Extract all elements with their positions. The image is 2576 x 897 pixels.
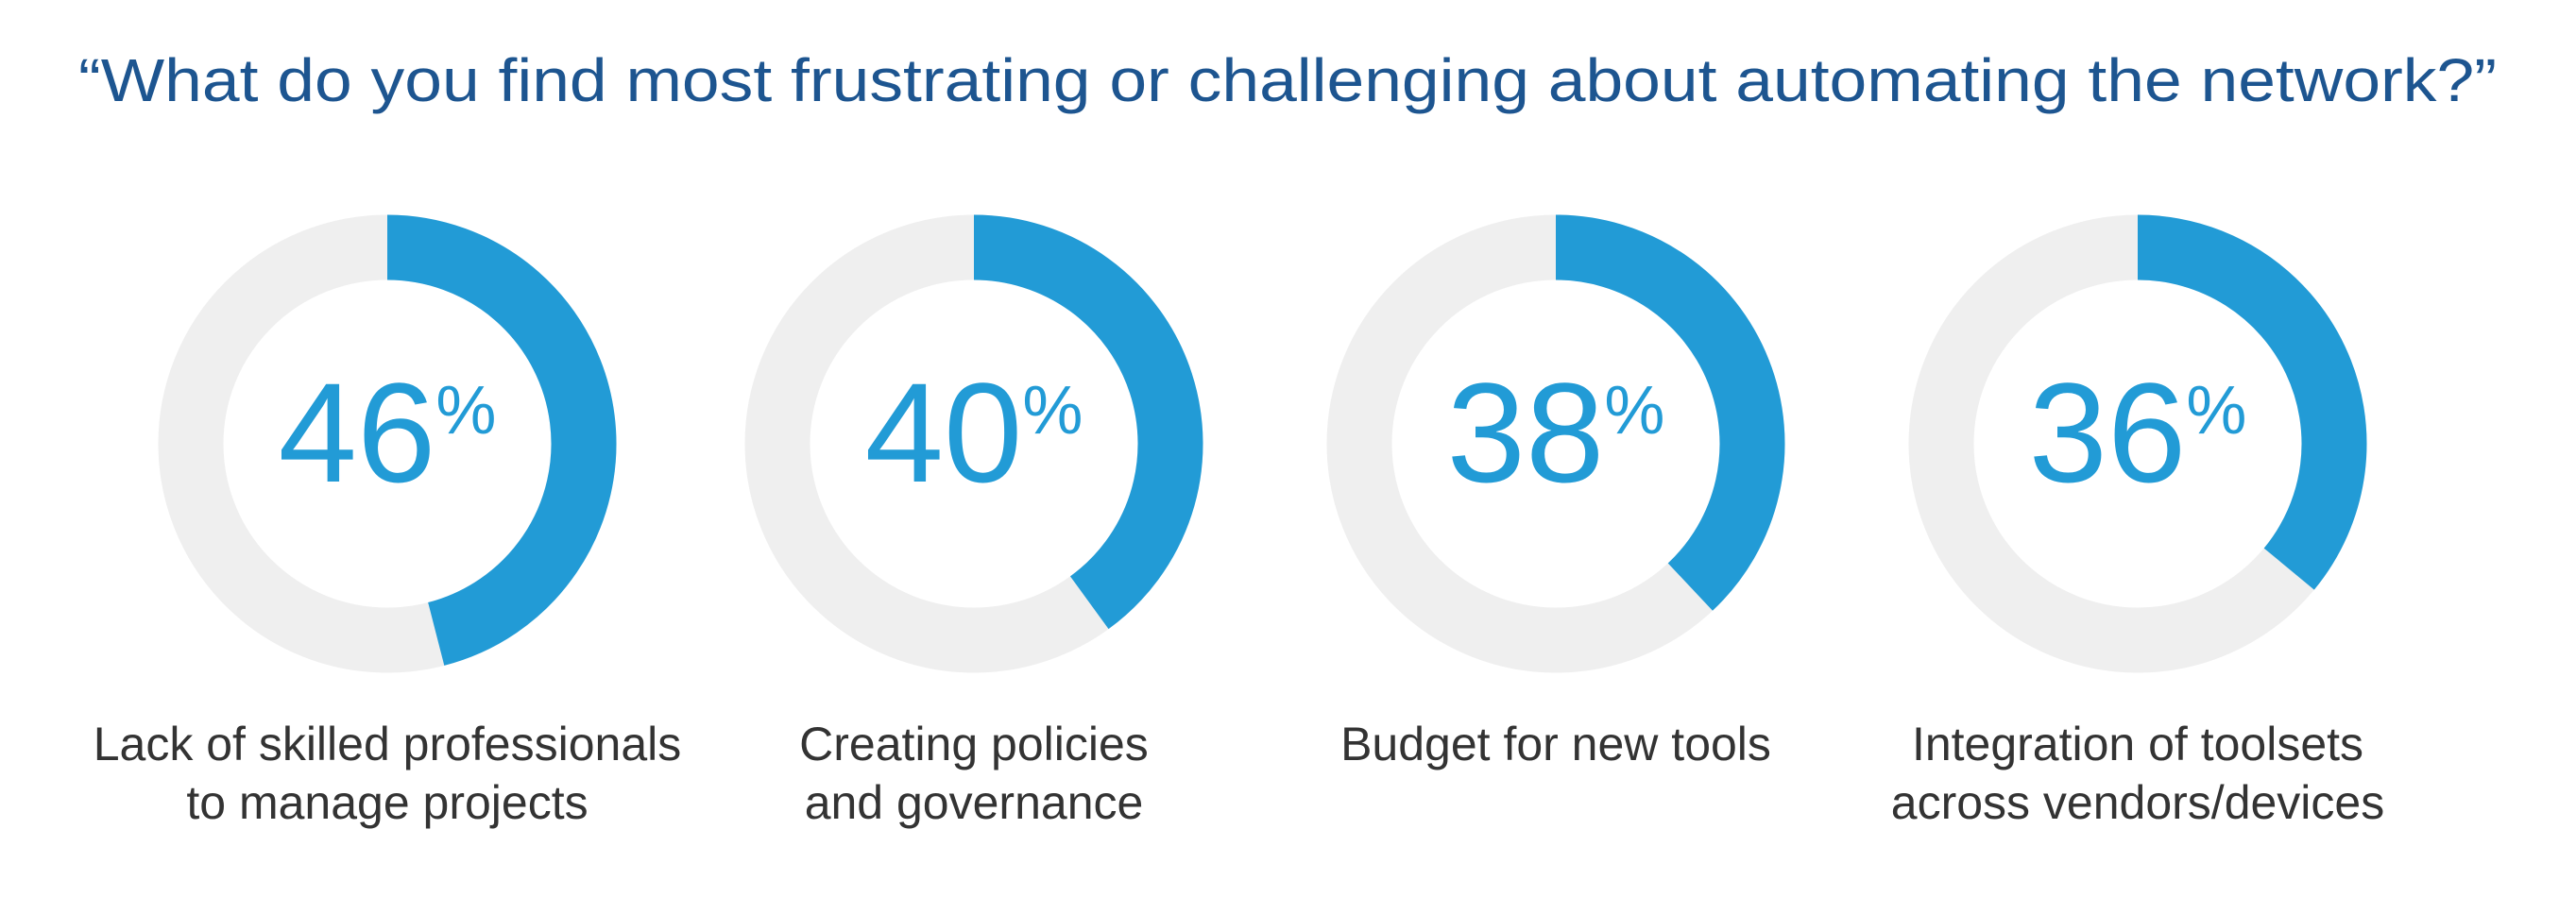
category-label: and governance: [805, 776, 1144, 829]
chart-title: “What do you find most frustrating or ch…: [78, 46, 2497, 114]
donut-arc: [1555, 214, 1785, 611]
category-label: Lack of skilled professionals: [94, 718, 682, 770]
value-label: 36%: [2029, 353, 2247, 512]
value-label: 38%: [1447, 353, 1665, 512]
donut-arc: [386, 214, 617, 666]
value-label: 40%: [865, 353, 1083, 512]
category-label: Integration of toolsets: [1912, 718, 2363, 770]
donut-arc: [973, 214, 1203, 630]
category-label: across vendors/devices: [1891, 776, 2384, 829]
category-label: Creating policies: [799, 718, 1149, 770]
value-label: 46%: [279, 353, 497, 512]
donut-arc: [2137, 214, 2367, 590]
category-label: Budget for new tools: [1340, 718, 1771, 770]
category-label: to manage projects: [186, 776, 588, 829]
